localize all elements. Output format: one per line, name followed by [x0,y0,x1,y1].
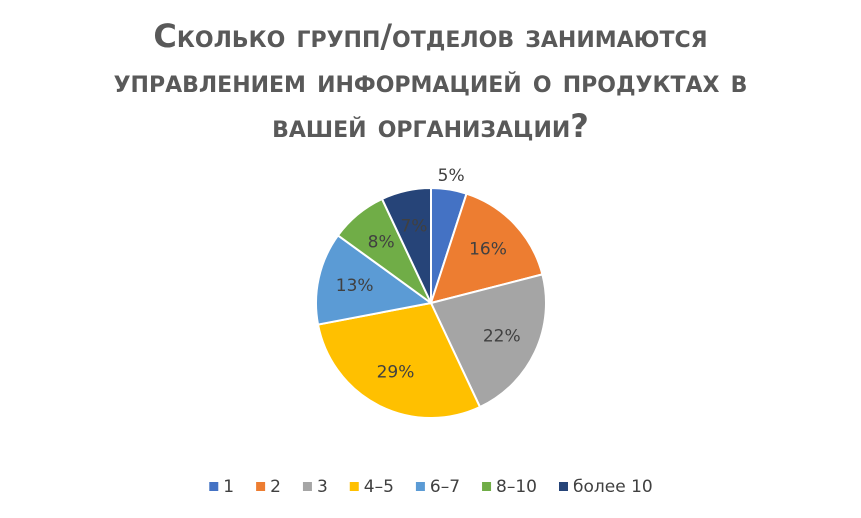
data-label: 16% [469,239,507,259]
chart-title: Сколько групп/отделов занимаются управле… [113,17,748,145]
legend-swatch [256,482,266,491]
pie-slice [315,234,434,326]
data-label: 7% [400,217,427,237]
legend-label: 2 [270,477,281,497]
legend-swatch [559,482,568,491]
pie-slice [380,186,432,304]
legend-swatch [209,482,219,491]
data-label: 13% [336,276,374,296]
data-label: 22% [483,326,521,346]
legend-label: 4–5 [364,477,394,497]
legend-label: 3 [317,477,328,497]
pie-slice [316,301,482,419]
data-label: 5% [438,166,465,186]
legend-swatch [302,482,312,491]
legend-label: более 10 [573,477,653,497]
legend-swatch [482,482,492,491]
legend-label: 1 [223,477,234,497]
pie-slice [429,192,544,305]
legend: 1 2 3 4–5 6–7 8–10 более 10 [209,477,653,497]
data-label: 29% [377,363,415,383]
pie-slice [429,273,547,409]
legend-swatch [415,482,425,491]
legend-swatch [349,482,359,491]
data-label: 8% [368,233,395,253]
legend-label: 6–7 [430,477,460,497]
legend-label: 8–10 [496,477,537,497]
